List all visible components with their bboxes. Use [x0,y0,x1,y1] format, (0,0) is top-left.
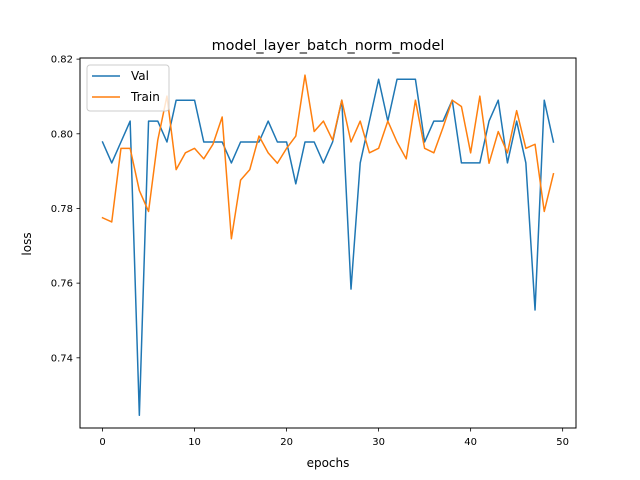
legend-box [86,64,170,112]
x-tick-label: 10 [188,437,201,448]
x-tick-label: 20 [280,437,293,448]
plot-lines [101,74,555,417]
x-ticks: 0 10 20 30 40 50 [99,428,569,448]
y-tick-label: 0.82 [51,55,73,66]
y-tick-label: 0.76 [51,279,73,290]
plot-area-frame [79,57,577,429]
y-ticks: 0.74 0.76 0.78 0.80 0.82 [51,55,80,364]
legend-val-label: Val [131,69,149,83]
legend: Val Train [86,64,170,112]
legend-train-label: Train [130,90,160,104]
y-tick-label: 0.80 [51,129,73,140]
series-line-train [101,74,555,240]
x-axis-label: epochs [307,456,350,470]
x-tick-label: 0 [99,437,105,448]
series-line-val [101,78,555,417]
y-axis-label: loss [20,232,34,255]
x-tick-label: 30 [372,437,385,448]
x-tick-label: 50 [556,437,569,448]
chart-title: model_layer_batch_norm_model [212,38,445,54]
y-tick-label: 0.78 [51,204,73,215]
x-tick-label: 40 [464,437,477,448]
y-tick-label: 0.74 [51,353,73,364]
